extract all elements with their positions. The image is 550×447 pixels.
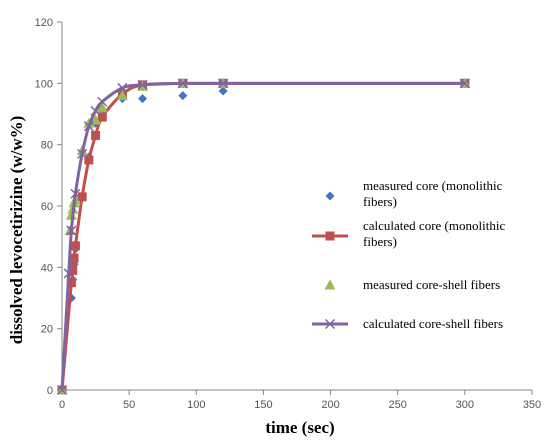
legend-label: calculated core-shell fibers	[363, 316, 503, 331]
data-point	[218, 78, 229, 89]
legend-label: fibers)	[363, 194, 397, 209]
legend-item-3: measured core-shell fibers	[324, 277, 500, 292]
legend: measured core (monolithicfibers)calculat…	[312, 178, 505, 331]
legend-marker	[324, 279, 336, 290]
y-tick-label: 80	[41, 140, 53, 152]
series-4	[56, 78, 470, 396]
legend-label: calculated core (monolithic	[363, 218, 505, 233]
data-point	[218, 86, 228, 96]
data-point	[69, 253, 79, 263]
data-point	[77, 148, 88, 159]
data-point	[137, 79, 148, 90]
x-tick-label: 300	[456, 399, 474, 411]
data-point	[117, 82, 128, 93]
legend-label: measured core-shell fibers	[363, 277, 500, 292]
series-3	[56, 77, 471, 395]
data-point	[96, 102, 108, 113]
data-point	[83, 121, 94, 132]
data-point	[63, 268, 74, 279]
data-point	[97, 112, 107, 122]
data-point	[97, 96, 108, 107]
data-point	[116, 90, 128, 101]
axes	[57, 21, 533, 395]
x-axis-title: time (sec)	[265, 418, 334, 437]
x-tick-label: 0	[59, 399, 65, 411]
data-point	[66, 225, 77, 236]
series-2	[57, 78, 470, 395]
y-tick-label: 120	[35, 17, 53, 29]
legend-marker	[325, 231, 335, 241]
x-tick-label: 150	[254, 399, 272, 411]
series-layer	[56, 77, 471, 396]
y-tick-label: 60	[41, 201, 53, 213]
series-1	[57, 78, 470, 395]
y-tick-label: 0	[47, 385, 53, 397]
legend-item-4: calculated core-shell fibers	[312, 316, 503, 331]
data-point	[459, 78, 470, 89]
x-tick-label: 250	[389, 399, 407, 411]
data-point	[91, 130, 101, 140]
data-point	[84, 155, 94, 165]
x-tick-label: 200	[321, 399, 339, 411]
tick-labels: 0 20 40 60 80 100 120 0 50 100 150 200 250 300 350	[35, 17, 542, 411]
legend-label: fibers)	[363, 234, 397, 249]
y-axis-title: dissolved levocetirizine (w/w%)	[7, 116, 26, 345]
y-tick-label: 100	[35, 78, 53, 90]
y-tick-label: 20	[41, 324, 53, 336]
data-point	[90, 105, 101, 116]
series-line	[60, 81, 465, 391]
data-point	[178, 91, 188, 101]
x-tick-label: 350	[523, 399, 541, 411]
legend-label: measured core (monolithic	[363, 178, 503, 193]
y-tick-label: 40	[41, 262, 53, 274]
data-point	[70, 241, 80, 251]
data-point	[66, 278, 76, 288]
legend-marker	[324, 318, 336, 330]
x-tick-label: 100	[187, 399, 205, 411]
data-point	[70, 188, 81, 199]
legend-marker	[325, 191, 335, 201]
series-line	[60, 81, 465, 391]
data-point	[77, 192, 87, 202]
data-point	[138, 94, 148, 104]
x-tick-label: 50	[123, 399, 135, 411]
data-point	[56, 384, 68, 396]
data-point	[177, 78, 188, 89]
